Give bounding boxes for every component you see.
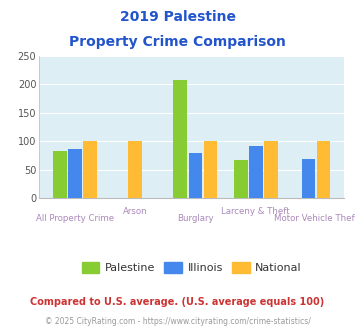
Bar [68,149,82,198]
Text: Property Crime Comparison: Property Crime Comparison [69,35,286,49]
Text: Arson: Arson [123,207,148,216]
Bar [204,141,218,198]
Legend: Palestine, Illinois, National: Palestine, Illinois, National [77,258,306,278]
Bar [301,159,315,198]
Text: Motor Vehicle Theft: Motor Vehicle Theft [274,214,355,223]
Text: Compared to U.S. average. (U.S. average equals 100): Compared to U.S. average. (U.S. average … [31,297,324,307]
Bar [317,141,331,198]
Bar [189,153,202,198]
Bar [83,141,97,198]
Text: Larceny & Theft: Larceny & Theft [222,207,290,216]
Bar [249,146,263,198]
Bar [264,141,278,198]
Bar [174,80,187,198]
Bar [128,141,142,198]
Bar [53,151,67,198]
Text: 2019 Palestine: 2019 Palestine [120,10,235,24]
Text: Burglary: Burglary [177,214,214,223]
Text: © 2025 CityRating.com - https://www.cityrating.com/crime-statistics/: © 2025 CityRating.com - https://www.city… [45,317,310,326]
Text: All Property Crime: All Property Crime [36,214,114,223]
Bar [234,160,247,198]
